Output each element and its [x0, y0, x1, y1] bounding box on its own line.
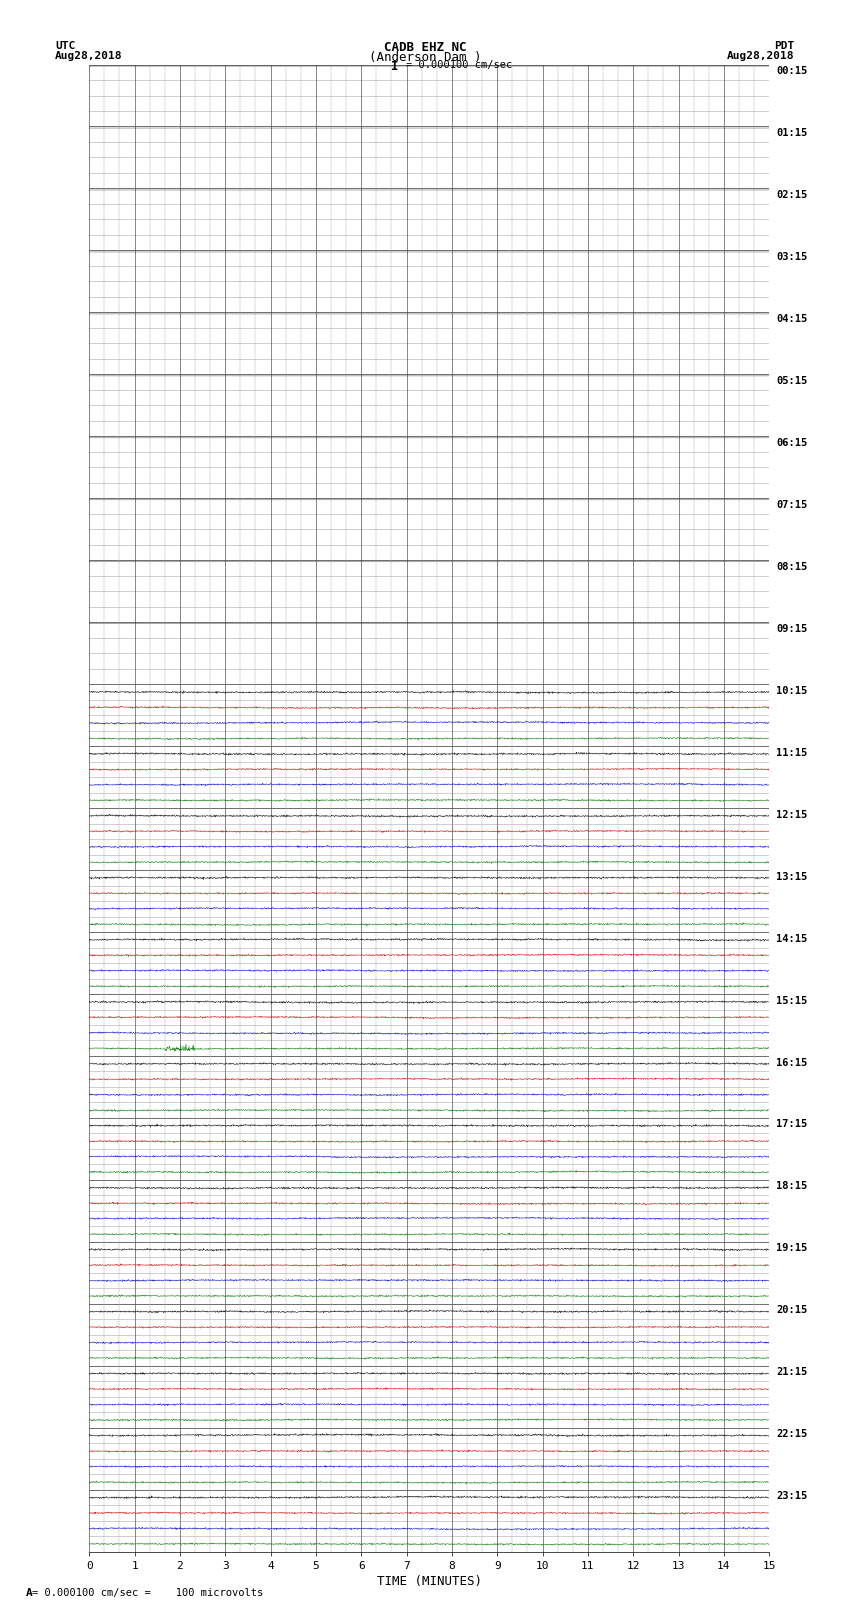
Text: 20:15: 20:15 — [776, 1305, 808, 1315]
Text: Aug28,2018: Aug28,2018 — [55, 50, 122, 61]
Text: 03:15: 03:15 — [776, 252, 808, 261]
Text: 07:15: 07:15 — [776, 500, 808, 510]
Text: 01:15: 01:15 — [776, 127, 808, 139]
Text: = 0.000100 cm/sec: = 0.000100 cm/sec — [406, 60, 513, 71]
Text: = 0.000100 cm/sec =    100 microvolts: = 0.000100 cm/sec = 100 microvolts — [32, 1587, 264, 1597]
Text: 23:15: 23:15 — [776, 1492, 808, 1502]
Text: 13:15: 13:15 — [776, 871, 808, 882]
Text: 09:15: 09:15 — [776, 624, 808, 634]
Text: 12:15: 12:15 — [776, 810, 808, 819]
Text: 18:15: 18:15 — [776, 1181, 808, 1192]
Text: 17:15: 17:15 — [776, 1119, 808, 1129]
Text: 21:15: 21:15 — [776, 1368, 808, 1378]
Text: 08:15: 08:15 — [776, 561, 808, 571]
Text: Aug28,2018: Aug28,2018 — [728, 50, 795, 61]
X-axis label: TIME (MINUTES): TIME (MINUTES) — [377, 1574, 482, 1587]
Text: 11:15: 11:15 — [776, 748, 808, 758]
Text: 05:15: 05:15 — [776, 376, 808, 386]
Text: 16:15: 16:15 — [776, 1058, 808, 1068]
Text: 06:15: 06:15 — [776, 437, 808, 448]
Text: UTC: UTC — [55, 40, 76, 52]
Text: 19:15: 19:15 — [776, 1244, 808, 1253]
Text: A: A — [26, 1587, 32, 1597]
Text: CADB EHZ NC: CADB EHZ NC — [383, 40, 467, 55]
Text: 10:15: 10:15 — [776, 686, 808, 695]
Text: (Anderson Dam ): (Anderson Dam ) — [369, 50, 481, 65]
Text: 02:15: 02:15 — [776, 190, 808, 200]
Text: 22:15: 22:15 — [776, 1429, 808, 1439]
Text: 04:15: 04:15 — [776, 315, 808, 324]
Text: 14:15: 14:15 — [776, 934, 808, 944]
Text: PDT: PDT — [774, 40, 795, 52]
Text: 15:15: 15:15 — [776, 995, 808, 1005]
Text: I: I — [392, 60, 399, 74]
Text: 00:15: 00:15 — [776, 66, 808, 76]
